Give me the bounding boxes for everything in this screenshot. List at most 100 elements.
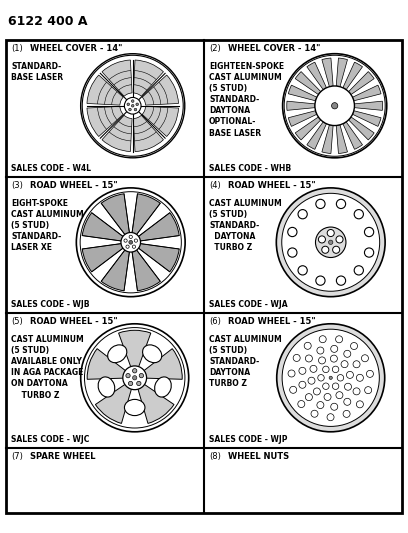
Circle shape — [310, 365, 317, 373]
Circle shape — [327, 414, 334, 421]
Ellipse shape — [142, 345, 162, 362]
Circle shape — [327, 230, 334, 237]
Circle shape — [344, 398, 351, 405]
Circle shape — [129, 240, 133, 244]
Text: WHEEL COVER - 14": WHEEL COVER - 14" — [30, 44, 122, 53]
Circle shape — [132, 245, 135, 248]
Text: SALES CODE - WJP: SALES CODE - WJP — [209, 435, 288, 444]
Wedge shape — [137, 383, 174, 423]
Circle shape — [134, 239, 137, 242]
Text: STANDARD-
BASE LASER: STANDARD- BASE LASER — [11, 62, 63, 82]
Circle shape — [336, 392, 343, 399]
Wedge shape — [119, 330, 151, 369]
Wedge shape — [295, 117, 321, 140]
Circle shape — [344, 350, 351, 357]
Wedge shape — [353, 85, 381, 101]
Circle shape — [333, 383, 339, 390]
Wedge shape — [101, 249, 130, 291]
Circle shape — [333, 246, 340, 253]
Circle shape — [127, 103, 130, 106]
Text: CAST ALUMINUM
(5 STUD)
STANDARD-
DAYTONA
TURBO Z: CAST ALUMINUM (5 STUD) STANDARD- DAYTONA… — [209, 335, 282, 389]
Circle shape — [336, 236, 343, 243]
Wedge shape — [95, 383, 132, 423]
Circle shape — [139, 374, 144, 378]
Text: EIGHTEEN-SPOKE
CAST ALUMINUM
(5 STUD)
STANDARD-
DAYTONA
OPTIONAL-
BASE LASER: EIGHTEEN-SPOKE CAST ALUMINUM (5 STUD) ST… — [209, 62, 284, 138]
Circle shape — [365, 386, 372, 394]
Circle shape — [290, 386, 297, 393]
Circle shape — [298, 400, 305, 408]
Text: SALES CODE - WJA: SALES CODE - WJA — [209, 300, 288, 309]
Wedge shape — [102, 115, 132, 151]
Text: SALES CODE - WJC: SALES CODE - WJC — [11, 435, 89, 444]
Ellipse shape — [155, 377, 171, 397]
Wedge shape — [336, 125, 348, 154]
Text: CAST ALUMINUM
(5 STUD)
STANDARD-
  DAYTONA
  TURBO Z: CAST ALUMINUM (5 STUD) STANDARD- DAYTONA… — [209, 199, 282, 253]
Circle shape — [354, 209, 364, 219]
Circle shape — [332, 103, 338, 109]
Circle shape — [288, 248, 297, 257]
Wedge shape — [353, 111, 381, 126]
Text: (7): (7) — [11, 452, 23, 461]
Circle shape — [313, 388, 320, 395]
Circle shape — [305, 355, 313, 362]
Wedge shape — [137, 213, 179, 241]
Circle shape — [283, 54, 387, 158]
Circle shape — [131, 100, 134, 102]
Circle shape — [299, 367, 306, 374]
Circle shape — [76, 188, 185, 297]
Wedge shape — [348, 117, 374, 140]
Wedge shape — [87, 75, 123, 105]
Wedge shape — [288, 85, 317, 101]
Circle shape — [331, 345, 338, 352]
Circle shape — [129, 108, 131, 111]
Circle shape — [322, 246, 329, 253]
Circle shape — [81, 54, 185, 158]
Wedge shape — [322, 58, 333, 87]
Wedge shape — [132, 249, 160, 291]
Circle shape — [288, 370, 295, 377]
Circle shape — [131, 104, 134, 107]
Circle shape — [336, 199, 346, 208]
Text: CAST ALUMINUM
(5 STUD)
AVAILABLE ONLY
IN AGA PACKAGE
ON DAYTONA
    TURBO Z: CAST ALUMINUM (5 STUD) AVAILABLE ONLY IN… — [11, 335, 84, 400]
Text: SALES CODE - W4L: SALES CODE - W4L — [11, 164, 91, 173]
Circle shape — [311, 410, 318, 417]
Wedge shape — [132, 194, 160, 236]
Text: SPARE WHEEL: SPARE WHEEL — [30, 452, 95, 461]
Circle shape — [336, 336, 343, 343]
Circle shape — [126, 245, 129, 248]
Circle shape — [299, 381, 306, 388]
Circle shape — [293, 354, 300, 361]
Text: (8): (8) — [209, 452, 221, 461]
Wedge shape — [137, 244, 179, 272]
Wedge shape — [133, 115, 164, 151]
Circle shape — [298, 209, 307, 219]
Circle shape — [337, 375, 344, 381]
Wedge shape — [343, 122, 362, 149]
Circle shape — [137, 381, 141, 386]
Wedge shape — [82, 213, 124, 241]
Wedge shape — [142, 349, 182, 379]
Text: (3): (3) — [11, 181, 23, 190]
Circle shape — [353, 361, 360, 368]
Text: WHEEL COVER - 14": WHEEL COVER - 14" — [228, 44, 320, 53]
Circle shape — [136, 103, 138, 106]
Circle shape — [344, 383, 351, 390]
Circle shape — [318, 375, 324, 381]
Circle shape — [366, 370, 373, 377]
Circle shape — [124, 98, 141, 114]
Wedge shape — [295, 71, 321, 94]
Text: 6122 400 A: 6122 400 A — [8, 15, 87, 28]
Circle shape — [323, 366, 329, 373]
Wedge shape — [336, 58, 348, 87]
Circle shape — [134, 108, 137, 111]
Circle shape — [315, 227, 346, 257]
Circle shape — [81, 324, 189, 432]
Wedge shape — [288, 111, 317, 126]
Text: SALES CODE - WJB: SALES CODE - WJB — [11, 300, 89, 309]
Circle shape — [282, 193, 380, 291]
Wedge shape — [101, 194, 130, 236]
Circle shape — [318, 236, 326, 243]
Circle shape — [308, 377, 315, 384]
Circle shape — [333, 366, 339, 373]
Text: (6): (6) — [209, 317, 221, 326]
